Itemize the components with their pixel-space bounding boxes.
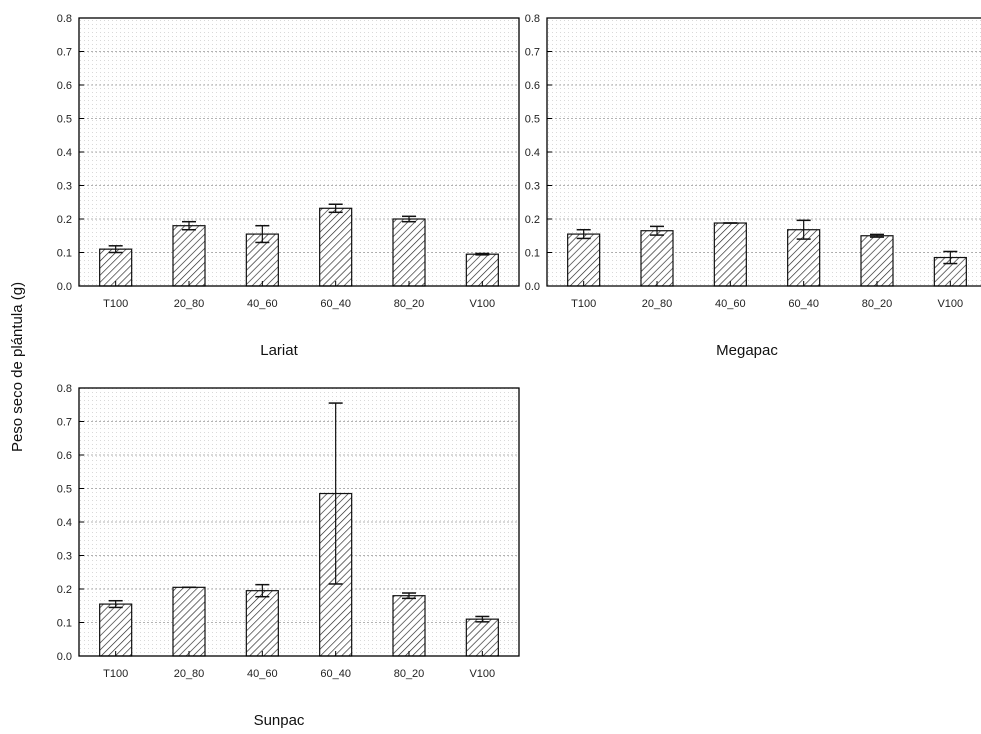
panel-lariat: 0.0 0.1 0.2 0.3 0.4 0.5 0.6 0.7 0.8 T100 20_80 40_6… [57,13,520,359]
bar-T100 [99,603,133,657]
panel-title: Lariat [260,342,298,359]
x-tick-label-20_80: 20_80 [174,298,205,310]
bar-T100 [99,248,133,287]
x-tick-label-20_80: 20_80 [174,668,205,680]
y-tick-label: 0.3 [525,181,540,193]
y-tick-label: 0.4 [57,147,72,159]
plot-frame [78,17,520,287]
x-tick-label-20_80: 20_80 [642,298,673,310]
x-tick-label-80_20: 80_20 [862,298,893,310]
x-tick-label-40_60: 40_60 [715,298,746,310]
y-tick-label: 0.7 [57,417,72,429]
panel-title: Sunpac [254,712,305,729]
y-tick-label: 0.7 [525,47,540,59]
y-tick-label: 0.4 [525,147,540,159]
bar-T100 [567,233,601,287]
y-tick-label: 0.3 [57,181,72,193]
bar-80_20 [392,218,426,287]
bar-20_80 [640,230,674,287]
y-tick-label: 0.1 [525,248,540,260]
x-tick-label-T100: T100 [103,298,128,310]
y-tick-label: 0.0 [57,651,72,663]
y-tick-label: 0.2 [525,214,540,226]
y-tick-label: 0.6 [57,450,72,462]
y-tick-label: 0.8 [525,13,540,25]
panel-megapac: 0.0 0.1 0.2 0.3 0.4 0.5 0.6 0.7 0.8 T100 20_80 40_6… [525,13,981,359]
y-tick-label: 0.8 [57,13,72,25]
y-tick-label: 0.0 [525,281,540,293]
plot-frame [78,387,520,657]
y-tick-label: 0.3 [57,551,72,563]
x-tick-label-40_60: 40_60 [247,298,278,310]
bar-80_20 [392,595,426,657]
y-tick-label: 0.5 [525,114,540,126]
y-tick-label: 0.5 [57,484,72,496]
plot-frame [546,17,981,287]
x-tick-label-60_40: 60_40 [320,298,351,310]
y-tick-label: 0.7 [57,47,72,59]
x-tick-label-V100: V100 [469,668,495,680]
y-tick-label: 0.0 [57,281,72,293]
bar-20_80 [172,586,206,657]
y-tick-label: 0.8 [57,383,72,395]
y-tick-label: 0.6 [525,80,540,92]
y-tick-label: 0.2 [57,584,72,596]
x-tick-label-V100: V100 [937,298,963,310]
y-tick-label: 0.1 [57,248,72,260]
x-tick-label-80_20: 80_20 [394,298,425,310]
x-tick-label-V100: V100 [469,298,495,310]
y-axis-title: Peso seco de plántula (g) [9,282,26,452]
bar-40_60 [713,222,747,287]
x-tick-label-80_20: 80_20 [394,668,425,680]
bar-80_20 [860,235,894,287]
bar-60_40 [319,207,353,287]
panel-sunpac: 0.0 0.1 0.2 0.3 0.4 0.5 0.6 0.7 0.8 T100 20_80 40_6… [57,383,520,729]
panel-title: Megapac [716,342,778,359]
x-tick-label-40_60: 40_60 [247,668,278,680]
x-tick-label-60_40: 60_40 [320,668,351,680]
y-tick-label: 0.6 [57,80,72,92]
y-tick-label: 0.1 [57,618,72,630]
x-tick-label-T100: T100 [103,668,128,680]
y-tick-label: 0.5 [57,114,72,126]
bar-40_60 [245,590,279,657]
x-tick-label-T100: T100 [571,298,596,310]
bar-20_80 [172,225,206,287]
bar-V100 [465,618,499,657]
y-tick-label: 0.4 [57,517,72,529]
x-tick-label-60_40: 60_40 [788,298,819,310]
y-tick-label: 0.2 [57,214,72,226]
